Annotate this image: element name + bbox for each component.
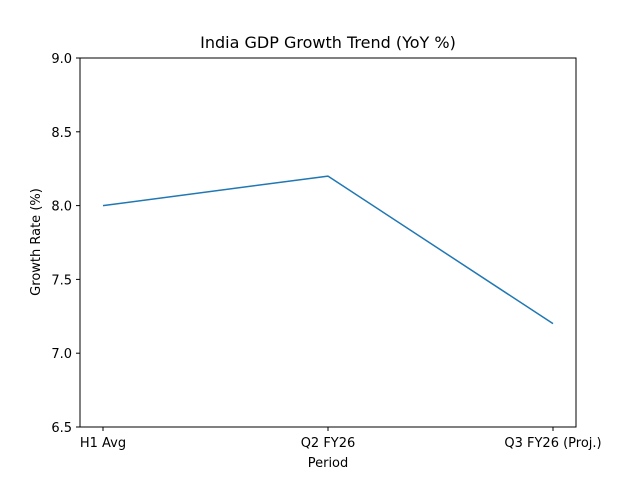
x-tick-label: H1 Avg (80, 436, 126, 451)
x-axis-ticks: H1 Avg Q2 FY26 Q3 FY26 (Proj.) (80, 427, 602, 451)
chart-title: India GDP Growth Trend (YoY %) (200, 33, 456, 52)
y-tick-label: 8.0 (51, 200, 72, 215)
x-axis-label: Period (308, 456, 349, 471)
x-tick-label: Q3 FY26 (Proj.) (504, 436, 601, 451)
series-layer (102, 175, 554, 325)
y-tick-label: 9.0 (51, 52, 72, 67)
y-tick-label: 6.5 (51, 421, 72, 436)
y-tick-label: 7.5 (51, 273, 72, 288)
y-axis-label: Growth Rate (%) (29, 188, 44, 296)
y-tick-label: 7.0 (51, 347, 72, 362)
y-axis-ticks: 6.5 7.0 7.5 8.0 8.5 9.0 (51, 52, 80, 436)
y-tick-label: 8.5 (51, 126, 72, 141)
x-tick-label: Q2 FY26 (301, 436, 356, 451)
